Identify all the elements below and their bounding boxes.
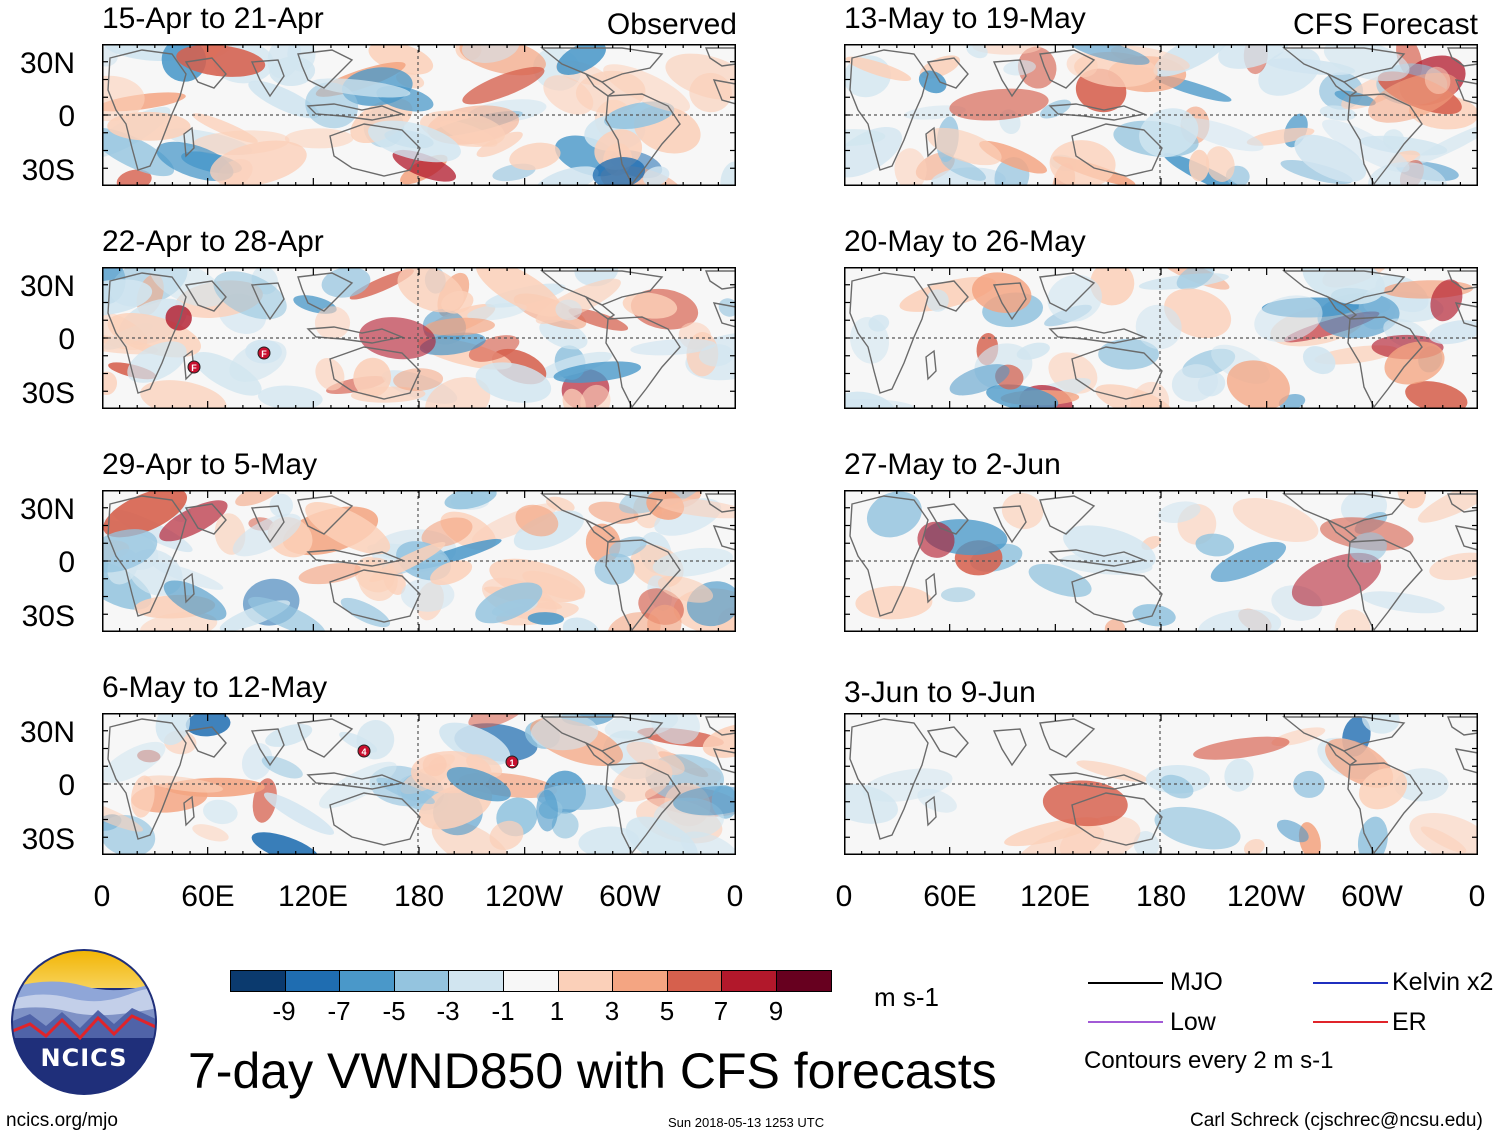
lon-label-180: 180 [1135, 880, 1187, 913]
lat-label-30s: 30S [21, 823, 75, 856]
colorbar-cell [666, 970, 723, 992]
colorbar-cell [503, 970, 559, 992]
colorbar-cell [339, 970, 395, 992]
svg-text:F: F [191, 363, 197, 373]
panel-title-right-1: 13-May to 19-May [844, 2, 1086, 35]
main-title: 7-day VWND850 with CFS forecasts [188, 1043, 997, 1099]
map-panel-left-2-field: FF [102, 267, 736, 409]
mjo-line-swatch [1088, 982, 1163, 984]
er-line-swatch [1313, 1021, 1388, 1023]
map-panel-right-4-field [844, 713, 1478, 855]
colorbar-cell [612, 970, 668, 992]
storm-marker: F [257, 346, 271, 360]
colorbar-tick: 5 [659, 996, 675, 1026]
lat-label-30n: 30N [19, 270, 75, 303]
colorbar-tick: 9 [768, 996, 784, 1026]
map-panel-right-3-field [844, 490, 1478, 632]
colorbar-tick: -5 [382, 996, 406, 1026]
map-panel-right-1-field [844, 44, 1478, 186]
colorbar-cell [776, 970, 832, 992]
lon-label-0-end: 0 [726, 880, 744, 913]
map-panel-left-3 [102, 490, 736, 632]
colorbar-cell [557, 970, 614, 992]
cfs-forecast-label: CFS Forecast [1292, 8, 1478, 41]
map-panel-right-4 [844, 713, 1478, 855]
lat-label-eq: 0 [58, 546, 75, 579]
panel-title-right-3: 27-May to 2-Jun [844, 448, 1061, 481]
panel-title-left-4: 6-May to 12-May [102, 671, 328, 704]
lon-label-60w: 60W [599, 880, 661, 913]
map-panel-left-1-field [102, 44, 736, 186]
lat-label-eq: 0 [58, 100, 75, 133]
lon-label-120e: 120E [277, 880, 349, 913]
map-panel-left-3-field [102, 490, 736, 632]
storm-marker: 4 [357, 744, 371, 758]
panel-title-left-3: 29-Apr to 5-May [102, 448, 318, 481]
lat-label-eq: 0 [58, 323, 75, 356]
svg-text:F: F [261, 349, 267, 359]
mjo-legend-label: MJO [1170, 968, 1223, 996]
map-panel-left-1 [102, 44, 736, 186]
footer-timestamp: Sun 2018-05-13 1253 UTC [668, 1115, 825, 1130]
footer-credit: Carl Schreck (cjschrec@ncsu.edu) [1190, 1110, 1483, 1131]
lon-label-60w: 60W [1341, 880, 1403, 913]
lat-label-30s: 30S [21, 377, 75, 410]
panel-title-right-2: 20-May to 26-May [844, 225, 1086, 258]
low-legend-label: Low [1170, 1008, 1216, 1036]
storm-marker: 1 [505, 755, 519, 769]
lon-label-0: 0 [835, 880, 853, 913]
lon-label-60e: 60E [181, 880, 235, 913]
lon-label-120w: 120W [1226, 880, 1306, 913]
footer-url: ncics.org/mjo [6, 1110, 118, 1131]
lat-label-30s: 30S [21, 154, 75, 187]
map-panel-right-2 [844, 267, 1478, 409]
logo-text: NCICS [40, 1044, 128, 1072]
map-panel-right-1 [844, 44, 1478, 186]
colorbar-tick: -9 [272, 996, 296, 1026]
colorbar-cell [721, 970, 777, 992]
lat-label-30n: 30N [19, 47, 75, 80]
er-legend-label: ER [1392, 1008, 1427, 1036]
svg-text:4: 4 [361, 747, 366, 757]
colorbar-tick: 7 [713, 996, 729, 1026]
lat-label-eq: 0 [58, 769, 75, 802]
lon-label-60e: 60E [923, 880, 977, 913]
panel-title-left-2: 22-Apr to 28-Apr [102, 225, 324, 258]
colorbar-cell [448, 970, 504, 992]
kelvin-legend-label: Kelvin x2 [1392, 968, 1494, 996]
colorbar-cell [284, 970, 341, 992]
panel-title-right-4: 3-Jun to 9-Jun [844, 676, 1036, 709]
lon-label-120w: 120W [484, 880, 564, 913]
lat-label-30s: 30S [21, 600, 75, 633]
svg-text:1: 1 [509, 758, 514, 768]
colorbar-tick: 1 [549, 996, 565, 1026]
colorbar-tick: -3 [436, 996, 460, 1026]
lon-label-0-end: 0 [1468, 880, 1486, 913]
panel-title-left-1: 15-Apr to 21-Apr [102, 2, 324, 35]
colorbar-tick: 3 [604, 996, 620, 1026]
map-panel-left-4-field: 41 [102, 713, 736, 855]
lon-label-0: 0 [93, 880, 111, 913]
contours-note: Contours every 2 m s-1 [1084, 1047, 1334, 1074]
colorbar-cell [393, 970, 450, 992]
low-line-swatch [1088, 1021, 1163, 1023]
lon-label-120e: 120E [1019, 880, 1091, 913]
map-panel-right-2-field [844, 267, 1478, 409]
kelvin-line-swatch [1313, 982, 1388, 984]
lat-label-30n: 30N [19, 716, 75, 749]
colorbar-tick: -7 [327, 996, 351, 1026]
lat-label-30n: 30N [19, 493, 75, 526]
ncics-logo: NCICS [10, 948, 158, 1096]
colorbar-tick: -1 [491, 996, 515, 1026]
observed-label: Observed [606, 8, 737, 41]
colorbar-units: m s-1 [874, 982, 939, 1012]
lon-label-180: 180 [393, 880, 445, 913]
storm-marker: F [187, 360, 201, 374]
map-panel-right-3 [844, 490, 1478, 632]
colorbar-cell [230, 970, 286, 992]
